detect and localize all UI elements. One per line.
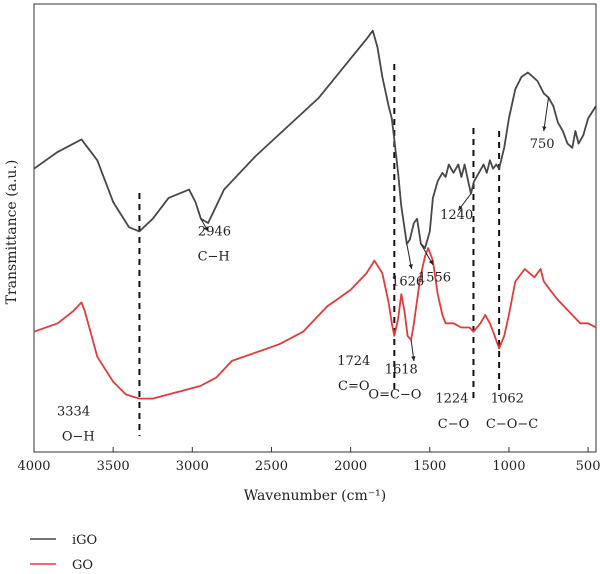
legend-label-igo: iGO xyxy=(72,533,97,548)
x-tick-label: 2000 xyxy=(334,459,367,474)
annotation-label: C−H xyxy=(198,250,230,265)
annotation-label: C−O xyxy=(438,417,470,432)
annotation-label: 1724 xyxy=(337,354,370,369)
x-tick-label: 1500 xyxy=(413,459,446,474)
x-axis-title: Wavenumber (cm⁻¹) xyxy=(244,488,386,504)
annotation-label: C−O−C xyxy=(486,417,538,432)
series-line-igo xyxy=(33,29,597,249)
annotation-arrowhead xyxy=(458,205,463,211)
annotation-label: 1240 xyxy=(440,208,473,223)
annotation-label: 1618 xyxy=(385,362,418,377)
y-axis-title: Transmittance (a.u.) xyxy=(4,160,20,305)
annotation-label: C=O xyxy=(338,379,370,394)
annotation-label: 1626 xyxy=(391,275,424,290)
annotation-arrow xyxy=(543,97,550,132)
series-layer xyxy=(33,29,597,400)
annotation-arrowhead xyxy=(428,259,433,265)
annotation-arrowhead xyxy=(411,356,416,361)
annotation-arrowhead xyxy=(408,264,413,269)
annotation-label: 2946 xyxy=(198,225,231,240)
series-line-go xyxy=(33,247,597,400)
x-axis: 4000 3500 3000 2500 2000 1500 1000 500 xyxy=(17,447,600,474)
x-tick-label: 500 xyxy=(576,459,600,474)
annotation-label: 750 xyxy=(530,137,555,152)
legend-label-go: GO xyxy=(72,558,93,573)
annotation-arrowhead xyxy=(203,226,209,232)
x-tick-label: 3000 xyxy=(176,459,209,474)
annotation-label: O−H xyxy=(62,429,95,444)
reference-lines xyxy=(138,64,501,436)
annotation-label: 1062 xyxy=(491,392,524,407)
annotation-label: O=C−O xyxy=(368,388,421,403)
x-tick-label: 1000 xyxy=(492,459,525,474)
annotation-label: 1556 xyxy=(418,271,451,286)
annotation-label: 3334 xyxy=(57,404,90,419)
plot-frame xyxy=(33,3,597,453)
x-tick-label: 2500 xyxy=(255,459,288,474)
annotation-arrowhead xyxy=(542,126,547,132)
x-tick-label: 4000 xyxy=(17,459,50,474)
legend: iGO GO xyxy=(30,533,97,573)
x-tick-label: 3500 xyxy=(97,459,130,474)
annotation-label: 1224 xyxy=(435,392,468,407)
annotation-arrows xyxy=(200,97,550,362)
